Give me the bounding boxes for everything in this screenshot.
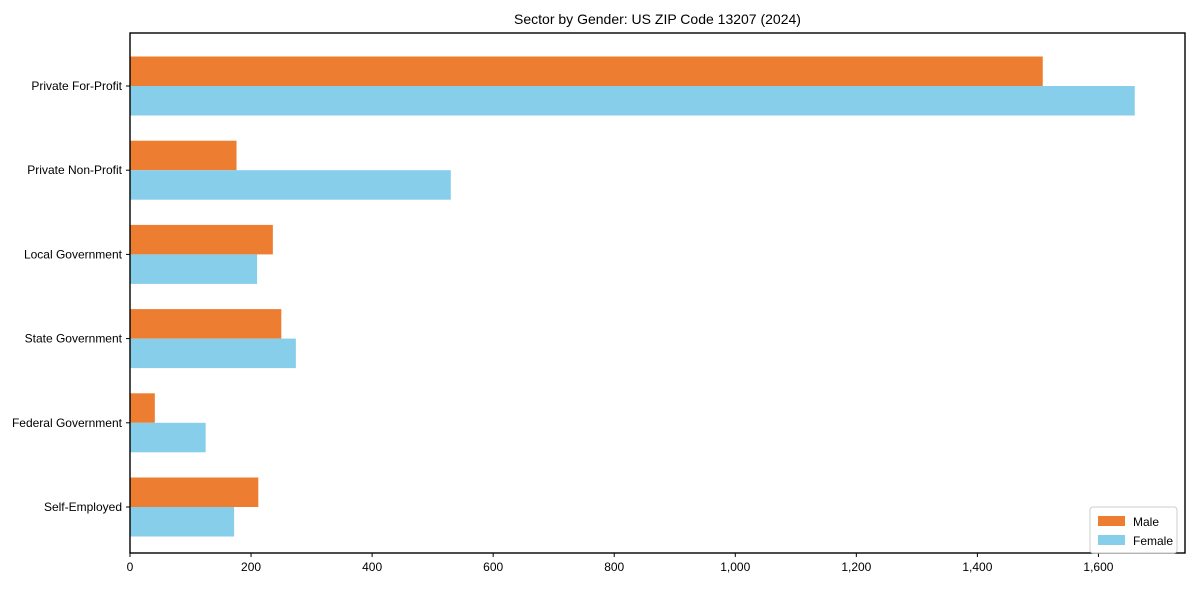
bar-female-self-employed [130, 507, 235, 537]
x-tick-label-600: 600 [483, 560, 503, 574]
x-tick-label-1600: 1,600 [1083, 560, 1113, 574]
bar-male-local-government [130, 224, 273, 255]
x-tick-label-0: 0 [127, 560, 134, 574]
bar-male-private-for-profit [130, 56, 1043, 86]
legend-label-male: Male [1133, 515, 1159, 529]
bar-male-state-government [130, 309, 282, 339]
chart-title: Sector by Gender: US ZIP Code 13207 (202… [514, 11, 801, 27]
y-tick-label-self-employed: Self-Employed [44, 500, 122, 514]
bar-female-local-government [130, 254, 258, 284]
y-tick-label-private-non-profit: Private Non-Profit [27, 163, 122, 177]
bar-male-private-non-profit [130, 140, 237, 171]
bar-male-federal-government [130, 393, 155, 423]
bar-female-federal-government [130, 422, 206, 453]
bar-male-self-employed [130, 477, 259, 507]
y-tick-label-federal-government: Federal Government [12, 416, 123, 430]
legend-swatch-male [1098, 516, 1125, 526]
bar-female-state-government [130, 338, 296, 369]
x-tick-label-400: 400 [362, 560, 382, 574]
y-tick-label-local-government: Local Government [24, 247, 123, 261]
x-tick-label-1200: 1,200 [841, 560, 871, 574]
legend-label-female: Female [1133, 534, 1173, 548]
bar-female-private-non-profit [130, 170, 451, 200]
plot-frame [129, 32, 1186, 554]
legend-swatch-female [1098, 535, 1125, 545]
x-tick-label-800: 800 [604, 560, 624, 574]
x-tick-label-1000: 1,000 [720, 560, 750, 574]
y-tick-label-private-for-profit: Private For-Profit [31, 79, 122, 93]
x-tick-label-200: 200 [241, 560, 261, 574]
x-tick-label-1400: 1,400 [962, 560, 992, 574]
y-tick-label-state-government: State Government [25, 332, 123, 346]
bar-female-private-for-profit [130, 86, 1135, 116]
